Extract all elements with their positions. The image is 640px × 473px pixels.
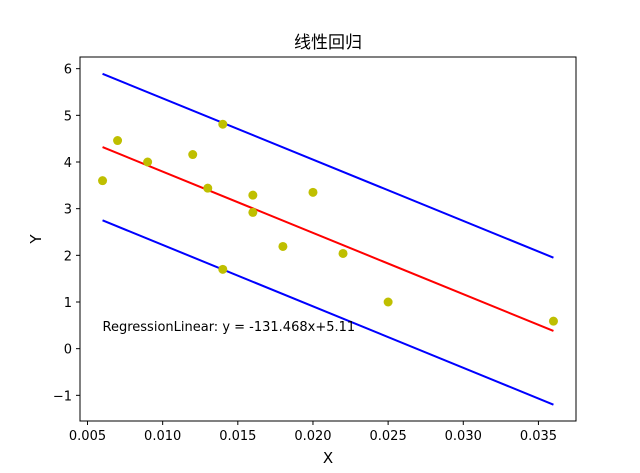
- y-tick-label: 5: [64, 109, 72, 124]
- y-tick-label: 4: [64, 156, 72, 171]
- y-tick-label: 0: [64, 343, 72, 358]
- x-tick-label: 0.025: [370, 429, 407, 444]
- x-axis-ticks: 0.005 0.010 0.015 0.020 0.025 0.030 0.035: [69, 421, 557, 444]
- chart-title: 线性回归: [294, 33, 362, 53]
- y-tick-label: 1: [64, 296, 72, 311]
- data-point-9: [278, 241, 288, 251]
- data-point-1: [113, 136, 123, 146]
- data-point-4: [203, 183, 213, 193]
- plot-frame: [79, 56, 577, 422]
- x-tick-label: 0.010: [144, 429, 181, 444]
- x-tick-label: 0.020: [294, 429, 331, 444]
- data-point-3: [188, 150, 198, 160]
- x-axis-label: X: [323, 449, 333, 467]
- y-tick-label: 6: [64, 63, 72, 78]
- y-tick-label: 3: [64, 203, 72, 218]
- x-tick-label: 0.005: [69, 429, 106, 444]
- data-point-5: [218, 119, 228, 129]
- x-tick-label: 0.035: [520, 429, 557, 444]
- data-point-2: [143, 157, 153, 167]
- data-point-8: [248, 207, 258, 217]
- bound-line-1: [102, 72, 554, 259]
- data-point-10: [308, 187, 318, 197]
- data-point-7: [248, 190, 258, 200]
- y-tick-label: 2: [64, 249, 72, 264]
- x-tick-label: 0.015: [219, 429, 256, 444]
- y-axis-ticks: −1 0 1 2 3 4 5 6: [53, 63, 80, 404]
- x-tick-label: 0.030: [445, 429, 482, 444]
- data-point-13: [548, 316, 558, 326]
- regression-equation-annotation: RegressionLinear: y = -131.468x+5.11: [103, 320, 356, 335]
- bound-line-2: [102, 219, 554, 406]
- data-point-11: [338, 248, 348, 258]
- y-tick-label: −1: [53, 389, 72, 404]
- y-axis-label: Y: [27, 234, 45, 245]
- chart-marks: [98, 72, 558, 406]
- data-point-0: [98, 176, 108, 186]
- data-point-6: [218, 264, 228, 274]
- data-point-12: [383, 297, 393, 307]
- regression-line: [102, 146, 554, 332]
